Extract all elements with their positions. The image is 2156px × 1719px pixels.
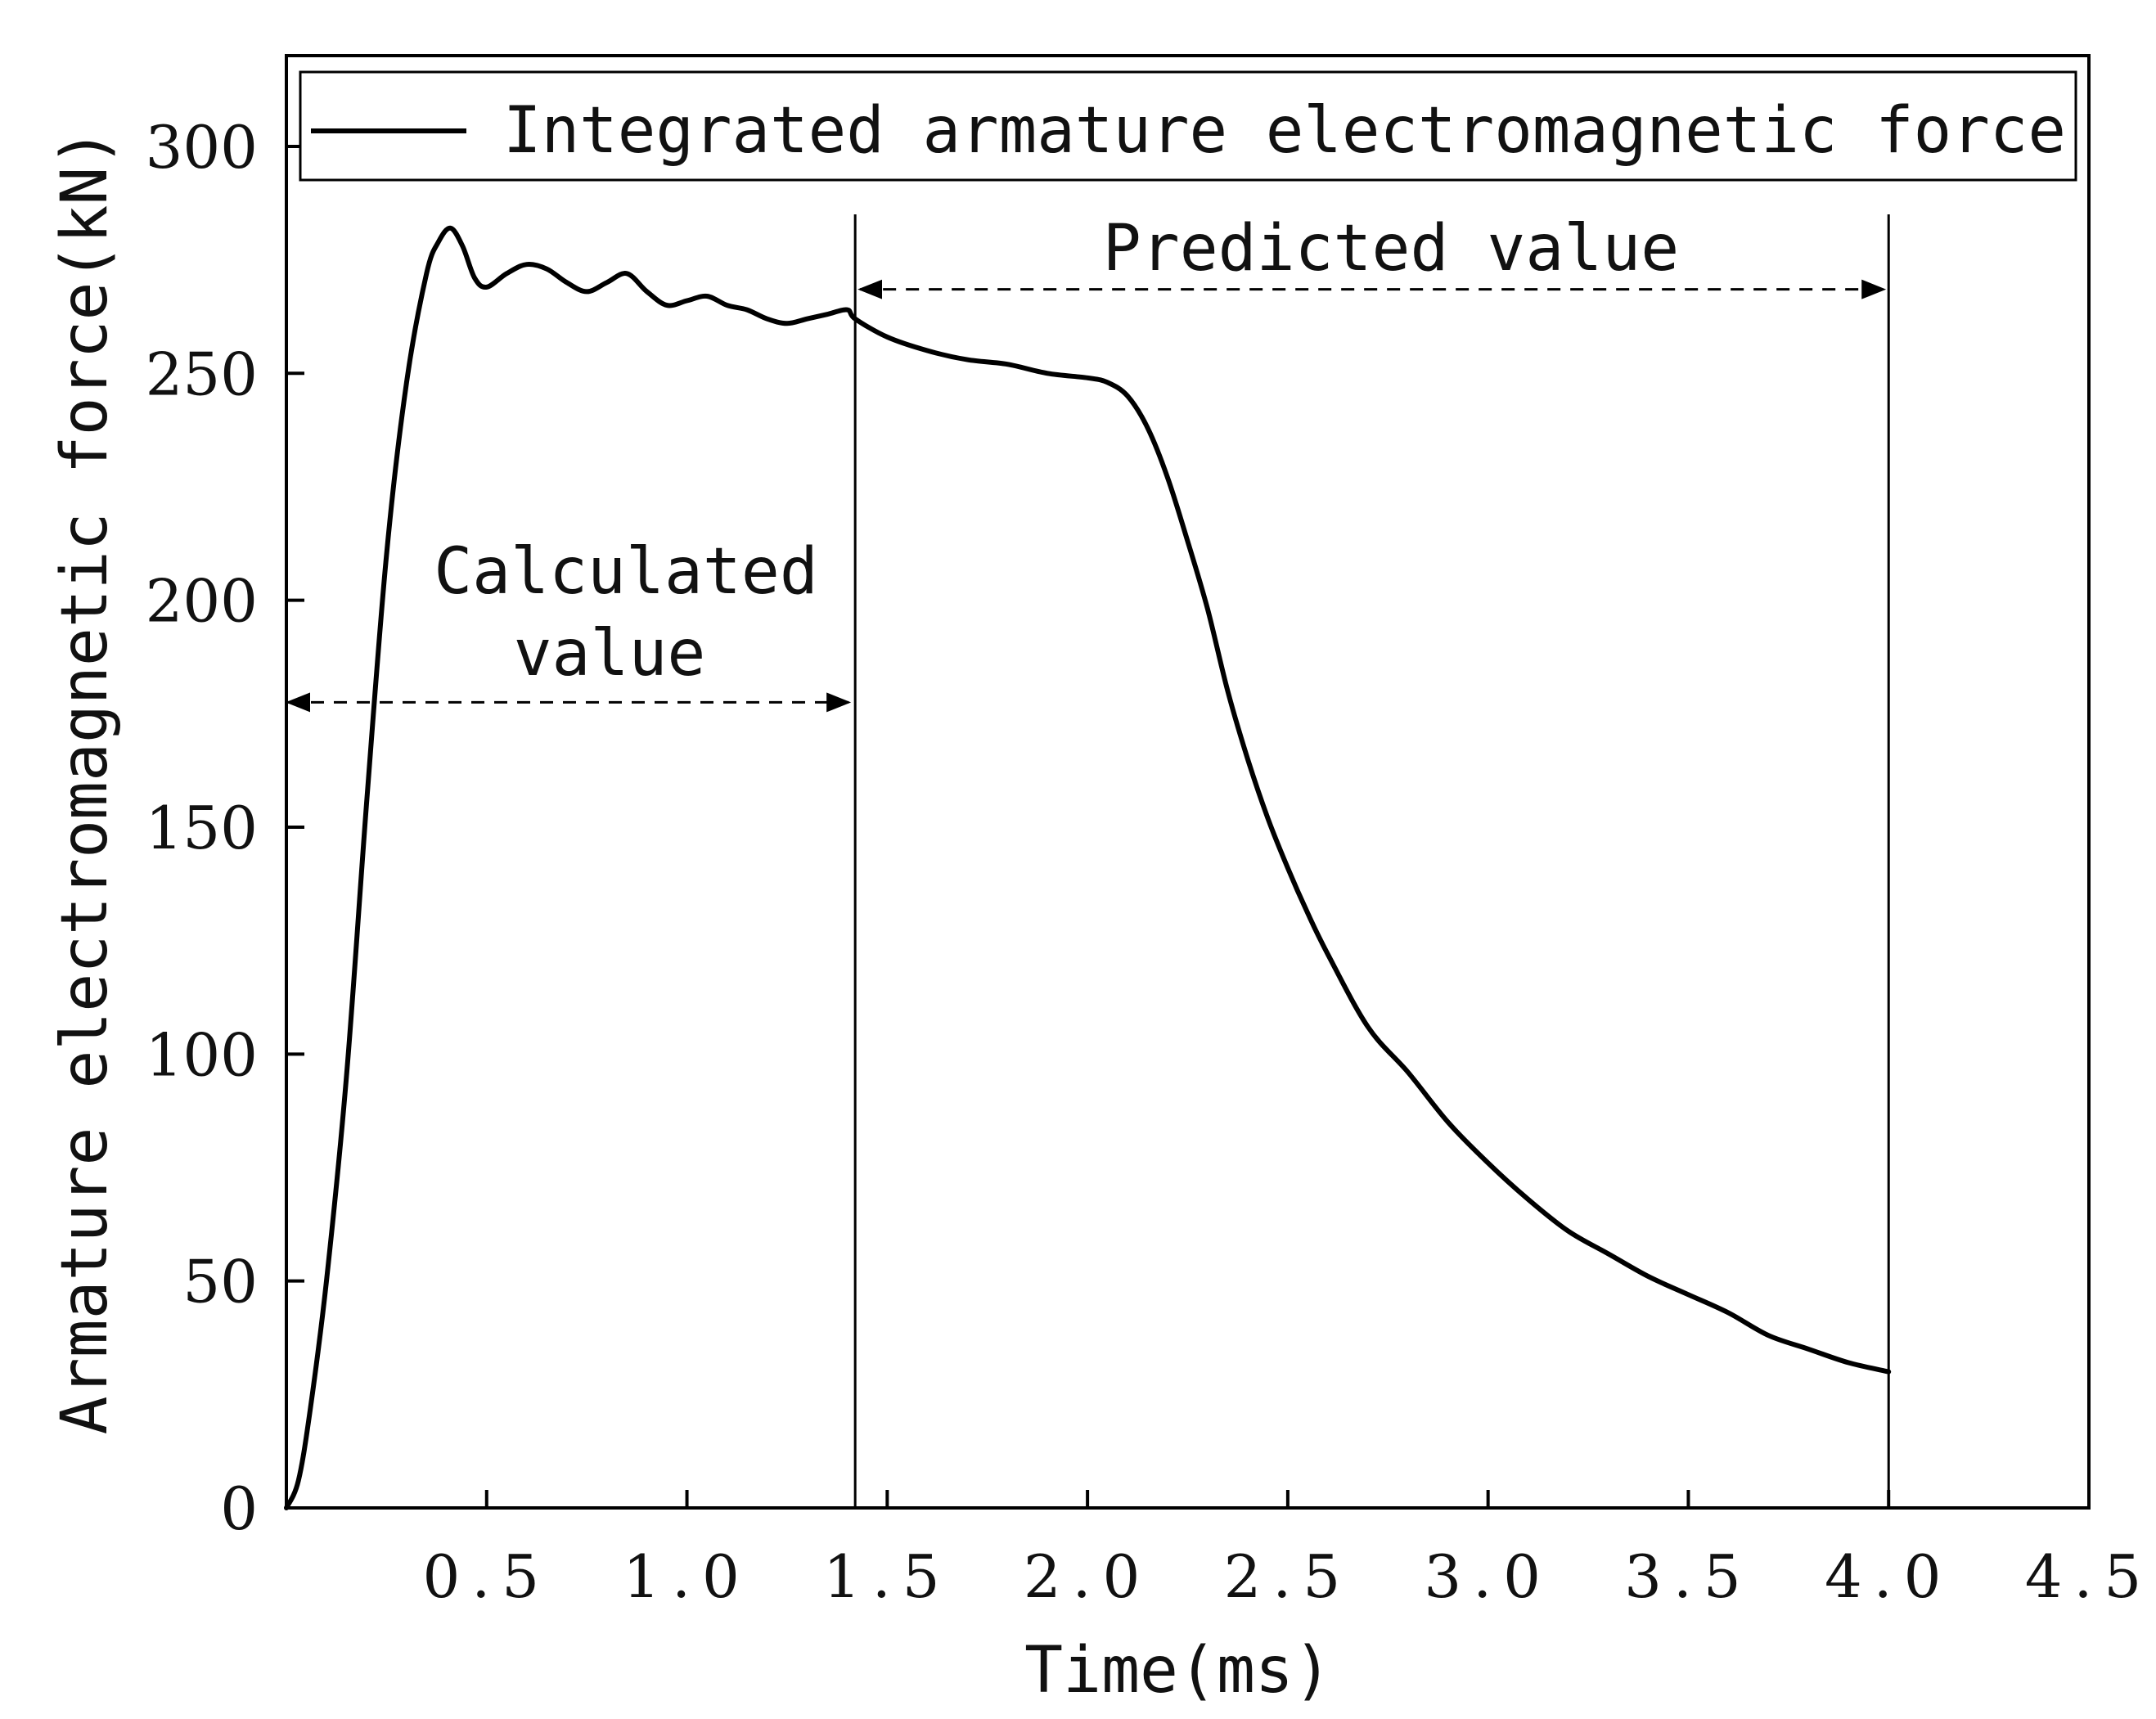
y-tick-label: 150 — [146, 794, 258, 862]
x-tick-label: 3.0 — [1424, 1542, 1552, 1611]
x-tick-label: 2.5 — [1224, 1542, 1353, 1611]
x-tick-label: 4.5 — [2025, 1542, 2154, 1611]
plot-frame — [285, 54, 2091, 1510]
annotation-calculated-line1: Calculated — [434, 535, 818, 609]
legend-label: Integrated armature electromagnetic forc… — [503, 94, 2066, 168]
y-tick-label: 300 — [146, 113, 258, 182]
divider-lines — [853, 214, 1890, 1508]
series-line-integrated-force — [284, 225, 1892, 1510]
x-tick-label: 1.5 — [823, 1542, 952, 1611]
x-axis-title: Time(ms) — [1024, 1634, 1332, 1708]
y-tick-label: 100 — [146, 1020, 258, 1089]
x-tick-label: 3.5 — [1624, 1542, 1753, 1611]
legend: Integrated armature electromagnetic forc… — [299, 70, 2077, 182]
y-axis-ticks: 0 50 100 150 200 250 300 — [146, 113, 304, 1543]
annotation-predicted: Predicted value — [1103, 212, 1679, 286]
y-tick-label: 0 — [220, 1474, 258, 1543]
x-tick-label: 4.0 — [1825, 1542, 1953, 1611]
annotation-calculated-line2: value — [514, 617, 706, 691]
y-tick-label: 250 — [146, 340, 258, 408]
x-tick-label: 0.5 — [423, 1542, 551, 1611]
legend-box — [299, 70, 2077, 182]
x-axis-ticks: 0.5 1.0 1.5 2.0 2.5 3.0 3.5 4.0 4.5 — [423, 1490, 2154, 1611]
y-tick-label: 200 — [146, 567, 258, 636]
y-axis-title: Armature electromagnetic force(kN) — [48, 128, 122, 1435]
y-tick-label: 50 — [182, 1248, 258, 1316]
x-tick-label: 2.0 — [1024, 1542, 1152, 1611]
x-tick-label: 1.0 — [623, 1542, 751, 1611]
